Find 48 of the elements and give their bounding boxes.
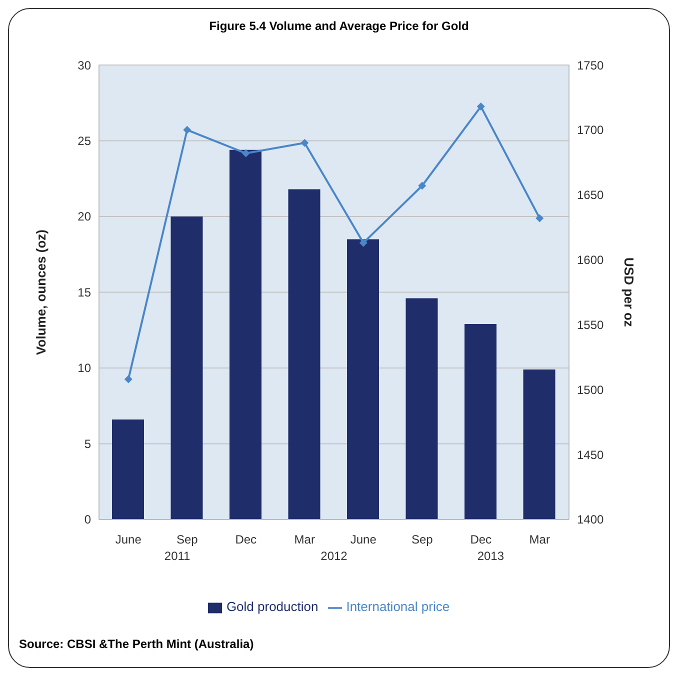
y2-axis-title: USD per oz bbox=[621, 258, 636, 328]
x-tick-label: Sep bbox=[411, 532, 434, 546]
x-tick-label: Dec bbox=[470, 532, 492, 546]
y-tick-label: 0 bbox=[84, 512, 92, 527]
y2-tick-label: 1650 bbox=[577, 188, 604, 202]
x-tick-label: Sep bbox=[176, 532, 198, 546]
y2-tick-label: 1600 bbox=[577, 253, 604, 268]
y2-tick-label: 1450 bbox=[577, 448, 604, 462]
x-tick-label: June bbox=[115, 532, 142, 546]
y-tick-label: 10 bbox=[78, 361, 92, 376]
x-tick-label: Mar bbox=[529, 532, 550, 546]
y-tick-label: 5 bbox=[84, 436, 92, 451]
point bbox=[418, 182, 426, 190]
text: 2012 bbox=[320, 549, 348, 563]
y2-tick-label: 1700 bbox=[577, 123, 604, 138]
bar bbox=[288, 189, 320, 520]
point bbox=[242, 149, 250, 158]
y-tick-label: 30 bbox=[78, 58, 92, 72]
y-tick-label: 20 bbox=[78, 210, 92, 224]
point bbox=[124, 375, 132, 384]
text: 2011 bbox=[163, 549, 192, 563]
legend-label: Gold production bbox=[226, 599, 318, 614]
point bbox=[300, 138, 309, 147]
text: 2013 bbox=[476, 549, 506, 563]
bar bbox=[406, 298, 438, 520]
legend-label: International price bbox=[346, 599, 450, 614]
x-tick-label: Dec bbox=[235, 532, 257, 546]
source-note: Source: CBSI &The Perth Mint (Australia) bbox=[19, 637, 254, 651]
bar bbox=[112, 419, 144, 520]
bar bbox=[523, 369, 556, 520]
y-tick-label: 15 bbox=[78, 285, 92, 300]
y2-tick-label: 1550 bbox=[577, 318, 604, 332]
bar bbox=[464, 324, 496, 520]
point bbox=[359, 238, 368, 247]
y-axis-title: Volume, ounces (oz) bbox=[34, 230, 49, 355]
y-tick-label: 25 bbox=[78, 134, 92, 148]
bar bbox=[230, 150, 262, 520]
bar bbox=[347, 239, 379, 520]
x-tick-label: Mar bbox=[294, 532, 315, 546]
point bbox=[476, 102, 485, 111]
bar bbox=[170, 216, 203, 520]
point bbox=[536, 214, 544, 222]
y2-tick-label: 1400 bbox=[577, 512, 604, 527]
y2-tick-label: 1750 bbox=[577, 58, 604, 72]
x-tick-label: June bbox=[350, 532, 377, 546]
y2-tick-label: 1500 bbox=[577, 382, 604, 397]
chart-title: Figure 5.4 Volume and Average Price for Gold bbox=[208, 19, 470, 33]
point bbox=[183, 126, 192, 134]
